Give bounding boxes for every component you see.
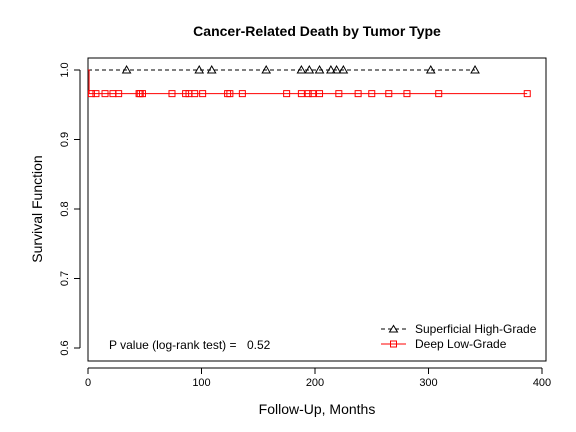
- censor-marker: [238, 90, 246, 98]
- censor-marker: [309, 90, 317, 98]
- series-line-1: [88, 69, 528, 95]
- censor-marker: [470, 64, 480, 74]
- censor-marker: [304, 90, 312, 98]
- y-tick-label: 0.7: [59, 271, 71, 286]
- censor-marker: [523, 90, 531, 98]
- censor-marker: [425, 64, 436, 74]
- y-tick-label: 0.6: [59, 340, 71, 355]
- censor-marker: [92, 90, 100, 98]
- censor-marker: [194, 64, 205, 74]
- censor-marker: [115, 90, 123, 98]
- x-tick-label: 400: [533, 377, 551, 389]
- censor-marker: [385, 90, 393, 98]
- censor-marker: [101, 90, 109, 98]
- censor-marker: [226, 90, 234, 98]
- legend-label-superficial: Superficial High-Grade: [415, 322, 537, 336]
- y-axis-label: Survival Function: [29, 155, 45, 262]
- legend-label-deep: Deep Low-Grade: [415, 337, 507, 351]
- censor-marker: [168, 90, 176, 98]
- x-axis-label: Follow-Up, Months: [259, 401, 376, 417]
- censor-marker: [296, 64, 307, 74]
- censor-marker: [199, 90, 207, 98]
- censor-marker: [338, 64, 349, 74]
- censor-marker: [368, 90, 376, 98]
- censor-marker: [316, 90, 324, 98]
- censor-marker: [191, 90, 199, 98]
- censor-marker: [261, 64, 272, 74]
- censor-marker: [87, 90, 95, 98]
- y-tick-label: 1.0: [59, 62, 71, 77]
- censor-marker: [335, 90, 343, 98]
- censor-marker: [283, 90, 291, 98]
- p-value-label: P value (log-rank test) =: [109, 338, 237, 352]
- y-tick-label: 0.8: [59, 201, 71, 216]
- censor-marker: [206, 64, 217, 74]
- censor-marker: [326, 64, 336, 74]
- y-tick-label: 0.9: [59, 132, 71, 147]
- x-tick-label: 300: [419, 377, 437, 389]
- x-tick-label: 200: [306, 377, 324, 389]
- censor-marker: [138, 90, 146, 98]
- legend-square-marker: [390, 340, 397, 348]
- censor-marker: [121, 64, 132, 74]
- censor-marker: [403, 90, 411, 98]
- censor-marker: [314, 64, 325, 74]
- censor-marker: [354, 90, 362, 98]
- chart-title: Cancer-Related Death by Tumor Type: [193, 23, 441, 39]
- axis-layer: 0 100 200 300 400 0.6 0.7 0.8 0.9 1.0: [59, 62, 551, 389]
- p-value: 0.52: [247, 338, 271, 352]
- x-tick-label: 0: [85, 377, 91, 389]
- censor-marker: [304, 64, 315, 74]
- legend: Superficial High-Grade Deep Low-Grade: [381, 322, 537, 351]
- censor-marker: [435, 90, 443, 98]
- x-tick-label: 100: [192, 377, 210, 389]
- legend-triangle-marker: [388, 324, 399, 333]
- series-layer: [87, 64, 531, 98]
- censor-marker: [331, 64, 342, 74]
- censor-marker: [297, 90, 305, 98]
- plot-frame: [87, 57, 547, 362]
